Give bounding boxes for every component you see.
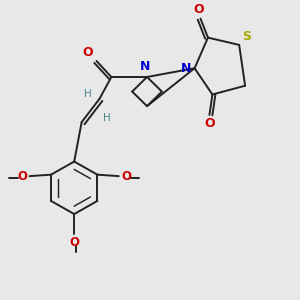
Text: S: S: [242, 30, 251, 43]
Text: N: N: [181, 62, 191, 75]
Text: H: H: [103, 113, 111, 123]
Text: O: O: [194, 3, 204, 16]
Text: O: O: [82, 46, 93, 59]
Text: O: O: [69, 236, 79, 249]
Text: O: O: [17, 169, 27, 183]
Text: N: N: [140, 60, 151, 73]
Text: O: O: [204, 117, 215, 130]
Text: H: H: [84, 89, 92, 100]
Text: O: O: [121, 169, 131, 183]
